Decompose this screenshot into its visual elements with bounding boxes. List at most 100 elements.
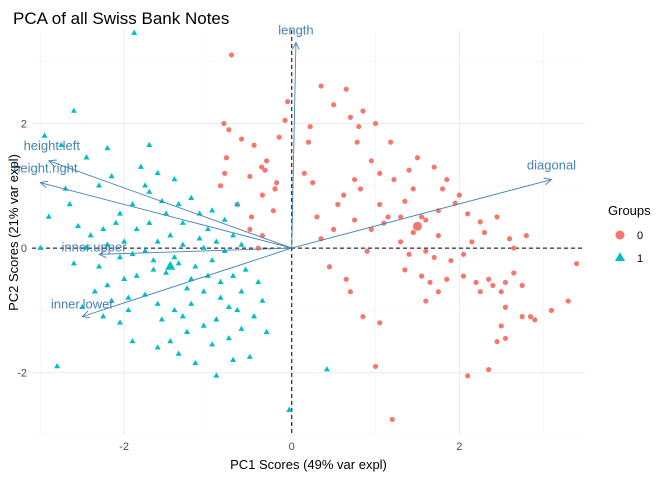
group-1-point bbox=[104, 282, 111, 288]
group-1-point bbox=[213, 238, 220, 244]
y-axis-label: PC2 Scores (21% var expl) bbox=[6, 154, 21, 311]
group-0-point bbox=[347, 114, 353, 120]
group-1-point bbox=[188, 275, 195, 281]
group-0-point bbox=[368, 158, 374, 164]
group-1-point bbox=[108, 172, 115, 179]
group-1-point bbox=[158, 316, 165, 322]
group-1-point bbox=[146, 188, 153, 194]
group-0-point bbox=[465, 211, 471, 217]
group-1-point bbox=[83, 244, 90, 250]
group-0-point bbox=[435, 233, 441, 239]
group-0-point bbox=[270, 208, 276, 214]
group-0-point bbox=[494, 338, 500, 345]
group-0-point bbox=[431, 254, 437, 261]
group-1-point bbox=[142, 247, 149, 253]
group-1-point bbox=[87, 232, 94, 238]
group-0-point bbox=[410, 229, 416, 236]
group-0-point bbox=[364, 248, 370, 254]
group-1-point bbox=[125, 306, 132, 313]
group-1-point bbox=[137, 163, 144, 169]
group-1-point bbox=[108, 297, 115, 303]
loading-label-diagonal: diagonal bbox=[527, 158, 576, 173]
group-1-point bbox=[175, 350, 182, 356]
group-1-point bbox=[112, 219, 119, 225]
group-0-point bbox=[274, 180, 280, 186]
group-1-centroid bbox=[165, 261, 176, 270]
loading-arrows: length diagonal height.left height.right inn… bbox=[13, 22, 576, 319]
loading-label-inner-upper: inner.upper bbox=[61, 239, 127, 254]
group-1-point bbox=[96, 263, 103, 269]
group-0-point bbox=[460, 273, 467, 279]
group-0-point bbox=[419, 214, 425, 220]
group-0-point bbox=[502, 335, 509, 342]
chart-title: PCA of all Swiss Bank Notes bbox=[13, 9, 229, 28]
y-tick-label: 0 bbox=[21, 243, 27, 255]
group-1-point bbox=[230, 356, 237, 362]
group-0-point bbox=[431, 164, 437, 170]
group-0-point bbox=[486, 276, 492, 282]
loading-arrow-inner-lower bbox=[82, 247, 292, 318]
group-1-point bbox=[163, 269, 170, 275]
group-1-point bbox=[121, 238, 128, 244]
group-0-point bbox=[406, 251, 412, 257]
group-1-point bbox=[192, 263, 199, 269]
group-1-point bbox=[116, 319, 123, 325]
group-0-point bbox=[251, 142, 257, 148]
group-0-point bbox=[414, 155, 421, 161]
group-1-point bbox=[200, 244, 207, 250]
group-1-point bbox=[96, 182, 103, 188]
group-0-point bbox=[406, 167, 412, 173]
group-0-point bbox=[264, 158, 270, 164]
group-0-point bbox=[335, 201, 341, 208]
group-0-point bbox=[259, 192, 266, 198]
group-1-point bbox=[192, 359, 199, 366]
group-1-point bbox=[217, 294, 224, 300]
group-1-point bbox=[154, 238, 161, 244]
group-1-point bbox=[150, 266, 157, 272]
group-1-point bbox=[142, 182, 149, 188]
group-0-point bbox=[498, 323, 504, 329]
group-0-point bbox=[377, 170, 383, 176]
group-1-point bbox=[75, 222, 82, 229]
group-1-point bbox=[100, 313, 107, 319]
group-0-point bbox=[410, 186, 416, 192]
group-0-point bbox=[331, 102, 337, 108]
group-0-point bbox=[527, 314, 534, 320]
group-0-point bbox=[477, 219, 483, 225]
group-0-point bbox=[506, 236, 513, 242]
group-1-point bbox=[179, 219, 186, 225]
group-0-point bbox=[427, 279, 433, 285]
group-0-point bbox=[423, 248, 429, 254]
legend: Groups 0 1 bbox=[608, 203, 651, 265]
x-tick-label: 0 bbox=[289, 441, 295, 453]
group-0-point bbox=[460, 251, 467, 257]
group-1-point bbox=[217, 278, 224, 285]
group-0-point bbox=[574, 261, 580, 267]
group-0-point bbox=[490, 282, 496, 289]
legend-label-0: 0 bbox=[637, 230, 643, 242]
group-0-point bbox=[389, 416, 395, 423]
group-1-point bbox=[175, 260, 182, 266]
group-0-point bbox=[223, 155, 229, 161]
loading-arrow-height-right bbox=[40, 182, 292, 249]
arrow-head bbox=[291, 41, 300, 50]
group-0-point bbox=[238, 136, 245, 142]
group-1-point bbox=[175, 201, 182, 207]
group-0-point bbox=[502, 304, 509, 310]
group-0-point bbox=[222, 170, 228, 176]
loading-arrow-inner-upper bbox=[99, 247, 292, 255]
group-0-point bbox=[360, 108, 366, 114]
group-0-point bbox=[228, 52, 235, 58]
group-1-point bbox=[154, 300, 161, 306]
group-1-point bbox=[188, 194, 195, 200]
group-1-point bbox=[209, 341, 216, 347]
group-1-point bbox=[225, 303, 232, 310]
group-0-point bbox=[511, 245, 517, 251]
group-0-point bbox=[565, 298, 571, 304]
group-0-point bbox=[448, 257, 454, 264]
group-0-point bbox=[354, 139, 360, 145]
group-1-point bbox=[70, 107, 77, 113]
loading-label-height-left: height.left bbox=[24, 138, 81, 153]
group-1-point bbox=[167, 338, 174, 344]
